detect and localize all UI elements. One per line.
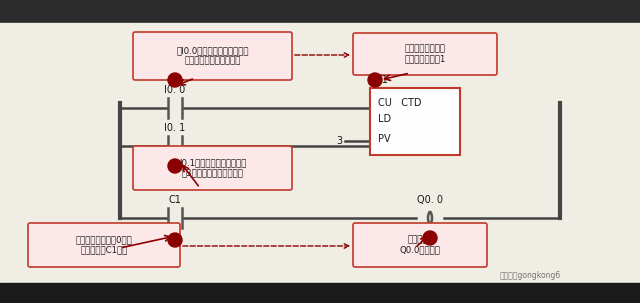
- Text: C1: C1: [375, 75, 388, 85]
- FancyBboxPatch shape: [133, 146, 292, 190]
- Text: 3: 3: [336, 136, 342, 146]
- Bar: [370, 88, 460, 155]
- Circle shape: [168, 159, 182, 173]
- Text: 每输入一次脉冲，
计数器当前値减1: 每输入一次脉冲， 计数器当前値减1: [404, 44, 445, 64]
- Text: I0. 0: I0. 0: [164, 85, 186, 95]
- FancyBboxPatch shape: [133, 32, 292, 80]
- Text: I0. 1: I0. 1: [164, 123, 186, 133]
- Text: 微信号：gongkong6: 微信号：gongkong6: [499, 271, 561, 279]
- Text: CU   CTD: CU CTD: [378, 98, 422, 108]
- Text: Q0. 0: Q0. 0: [417, 195, 443, 205]
- Text: LD: LD: [378, 115, 391, 125]
- Circle shape: [168, 233, 182, 247]
- FancyBboxPatch shape: [28, 223, 180, 267]
- FancyBboxPatch shape: [353, 33, 497, 75]
- Text: C1: C1: [168, 195, 181, 205]
- Circle shape: [368, 73, 382, 87]
- Text: PV: PV: [378, 134, 390, 144]
- Circle shape: [423, 231, 437, 245]
- Text: 当I0.0闭合一次，计数器脉冲
信号输入端输入一个脉冲: 当I0.0闭合一次，计数器脉冲 信号输入端输入一个脉冲: [176, 46, 249, 66]
- Circle shape: [168, 73, 182, 87]
- Text: I0.1闭合，将计数器的预设
値3装载到当前値寄存器中: I0.1闭合，将计数器的预设 値3装载到当前値寄存器中: [179, 158, 246, 178]
- FancyBboxPatch shape: [353, 223, 487, 267]
- Text: 输出继电器
Q0.0线圈得电: 输出继电器 Q0.0线圈得电: [399, 235, 440, 255]
- Text: 计数器当前値减为0时，
其常开触点C1闭合: 计数器当前値减为0时， 其常开触点C1闭合: [76, 235, 132, 255]
